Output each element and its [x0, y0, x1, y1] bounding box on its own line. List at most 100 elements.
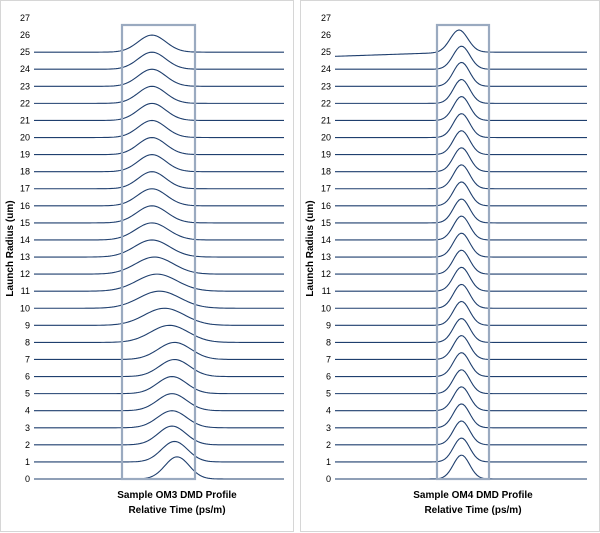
om3-y-tick-label: 17 — [20, 184, 30, 194]
om3-trace-radius-20 — [34, 119, 284, 139]
om3-y-tick-label: 10 — [20, 303, 30, 313]
om4-y-tick-label: 20 — [321, 133, 331, 143]
om3-traces — [34, 34, 284, 480]
om3-trace-radius-13 — [34, 239, 284, 258]
om3-y-tick-label: 9 — [25, 320, 30, 330]
om4-trace-radius-1 — [335, 437, 587, 463]
om3-trace-radius-6 — [34, 358, 284, 378]
om4-trace-radius-15 — [335, 198, 587, 224]
om4-chart-panel: 0 1 2 3 4 5 6 7 8 9 10 11 12 13 14 15 16 17 18 19 20 21 22 23 24… — [300, 0, 600, 532]
om3-trace-radius-22 — [34, 85, 284, 104]
om3-trace-radius-12 — [34, 256, 284, 275]
om4-trace-radius-4 — [335, 386, 587, 412]
om4-trace-radius-12 — [335, 249, 587, 275]
om3-trace-radius-8 — [34, 324, 284, 343]
om4-trace-radius-3 — [335, 403, 587, 429]
om3-y-tick-label: 21 — [20, 115, 30, 125]
om4-y-tick-label: 23 — [321, 81, 331, 91]
om4-trace-radius-18 — [335, 147, 587, 173]
om3-trace-radius-2 — [34, 425, 284, 446]
om3-y-tick-label: 27 — [20, 13, 30, 23]
om3-trace-radius-9 — [34, 307, 284, 326]
om3-trace-radius-1 — [34, 440, 284, 463]
om3-trace-radius-7 — [34, 341, 284, 361]
om3-chart-panel: 0 1 2 3 4 5 6 7 8 9 10 11 12 13 14 15 16 17 18 19 20 21 22 23 24… — [0, 0, 294, 532]
om4-y-tick-label: 26 — [321, 30, 331, 40]
om3-y-tick-label: 0 — [25, 474, 30, 484]
om4-y-tick-label: 27 — [321, 13, 331, 23]
om3-chart-title: Sample OM3 DMD Profile — [117, 490, 237, 501]
om4-trace-radius-9 — [335, 300, 587, 326]
om4-trace-radius-11 — [335, 266, 587, 292]
om3-y-tick-label: 15 — [20, 218, 30, 228]
om3-trace-radius-16 — [34, 188, 284, 207]
om3-trace-radius-18 — [34, 154, 284, 173]
om4-chart-title: Sample OM4 DMD Profile — [413, 490, 533, 501]
om3-y-tick-label: 19 — [20, 150, 30, 160]
om4-trace-radius-13 — [335, 232, 587, 258]
om3-y-tick-label: 12 — [20, 269, 30, 279]
om4-y-tick-label: 16 — [321, 201, 331, 211]
om4-y-tick-label: 3 — [326, 423, 331, 433]
om4-trace-radius-22 — [335, 78, 587, 104]
om4-trace-radius-17 — [335, 164, 587, 190]
om3-y-tick-label: 23 — [20, 81, 30, 91]
om4-trace-radius-8 — [335, 317, 587, 343]
om4-y-tick-label: 0 — [326, 474, 331, 484]
om3-trace-radius-14 — [34, 222, 284, 241]
om3-y-tick-label: 4 — [25, 406, 30, 416]
om4-y-tick-label: 15 — [321, 218, 331, 228]
om4-y-tick-label: 6 — [326, 372, 331, 382]
om4-highlight-window — [435, 23, 491, 481]
om4-y-tick-label: 2 — [326, 440, 331, 450]
om4-dmd-chart: 0123456789101112131415161718192021222324… — [305, 13, 587, 516]
om3-y-tick-label: 20 — [20, 133, 30, 143]
om4-y-tick-label: 7 — [326, 354, 331, 364]
om3-trace-radius-15 — [34, 205, 284, 224]
om4-y-tick-label: 5 — [326, 389, 331, 399]
om3-y-tick-label: 5 — [25, 389, 30, 399]
om3-y-axis-label: Launch Radius (um) — [5, 200, 16, 296]
om4-y-tick-label: 1 — [326, 457, 331, 467]
om3-x-axis-label: Relative Time (ps/m) — [128, 505, 225, 516]
om4-y-tick-label: 10 — [321, 303, 331, 313]
om4-trace-radius-5 — [335, 369, 587, 395]
om3-trace-radius-23 — [34, 68, 284, 87]
om4-y-tick-label: 12 — [321, 269, 331, 279]
om4-y-tick-label: 8 — [326, 337, 331, 347]
om4-y-axis: 0123456789101112131415161718192021222324… — [321, 13, 331, 484]
om3-trace-radius-24 — [34, 51, 284, 70]
om4-y-tick-label: 4 — [326, 406, 331, 416]
om3-y-tick-label: 26 — [20, 30, 30, 40]
om3-trace-radius-17 — [34, 171, 284, 190]
om3-y-tick-label: 2 — [25, 440, 30, 450]
om4-y-tick-label: 13 — [321, 252, 331, 262]
om4-traces — [334, 29, 587, 480]
om4-y-tick-label: 18 — [321, 167, 331, 177]
om3-trace-radius-4 — [34, 393, 284, 412]
om3-y-tick-label: 8 — [25, 337, 30, 347]
om4-y-tick-label: 22 — [321, 98, 331, 108]
om4-trace-radius-20 — [335, 113, 587, 139]
om4-trace-radius-16 — [335, 181, 587, 207]
om3-trace-radius-19 — [34, 136, 284, 156]
om3-y-tick-label: 24 — [20, 64, 30, 74]
om3-highlight-window — [120, 23, 197, 481]
om3-trace-radius-21 — [34, 102, 284, 121]
om3-y-tick-label: 14 — [20, 235, 30, 245]
om4-trace-radius-25 — [334, 29, 587, 57]
om4-trace-radius-24 — [335, 45, 587, 70]
om3-y-tick-label: 18 — [20, 167, 30, 177]
om3-y-axis: 0123456789101112131415161718192021222324… — [20, 13, 30, 484]
om3-y-tick-label: 25 — [20, 47, 30, 57]
om3-trace-radius-5 — [34, 376, 284, 395]
om4-y-tick-label: 17 — [321, 184, 331, 194]
om4-trace-radius-7 — [335, 335, 587, 361]
om3-trace-radius-0 — [34, 456, 284, 480]
om3-trace-radius-3 — [34, 410, 284, 429]
om3-trace-radius-25 — [34, 34, 284, 53]
om4-trace-radius-6 — [335, 352, 587, 378]
om3-y-tick-label: 1 — [25, 457, 30, 467]
om3-trace-radius-10 — [34, 290, 284, 309]
om3-trace-radius-11 — [34, 273, 284, 292]
